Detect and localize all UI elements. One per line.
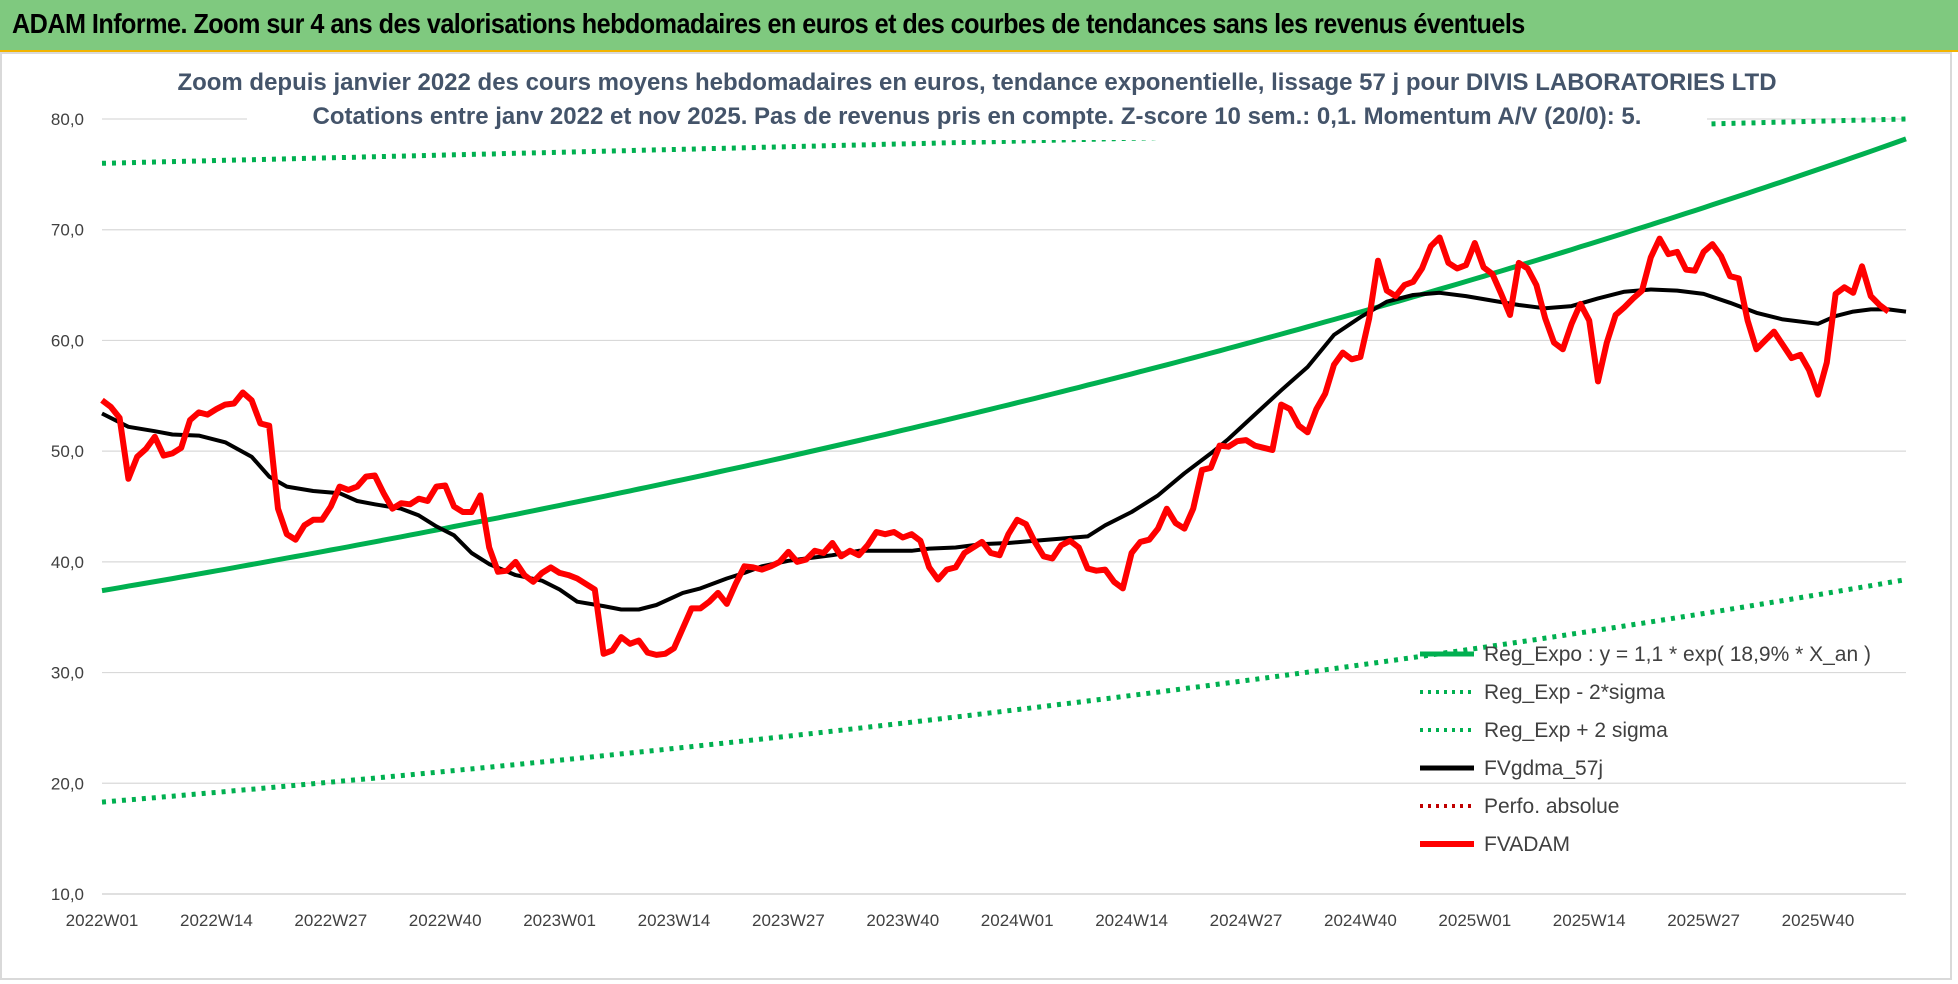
x-tick-label: 2022W27 (294, 911, 367, 930)
series-layer (100, 62, 1907, 805)
legend-price-label: FVADAM (1484, 833, 1570, 856)
x-tick-label: 2025W40 (1782, 911, 1855, 930)
chart-frame: 10,0 20,0 30,0 40,0 50,0 60,0 70,0 80,0 2022W01… (0, 52, 1952, 980)
chart-subtitle: Cotations entre janv 2022 et nov 2025. P… (313, 103, 1642, 130)
x-tick-label: 2025W27 (1667, 911, 1740, 930)
legend-upper-band-label: Reg_Exp + 2 sigma (1484, 719, 1668, 742)
x-tick-label: 2024W01 (981, 911, 1054, 930)
report-banner: ADAM Informe. Zoom sur 4 ans des valoris… (0, 0, 1958, 52)
grid-lines (102, 118, 1906, 895)
chart-legend: Reg_Expo : y = 1,1 * exp( 18,9% * X_an )… (1420, 643, 1871, 856)
y-tick-label: 30,0 (51, 664, 84, 683)
x-axis: 2022W01 2022W14 2022W27 2022W40 2023W01 2023W… (66, 893, 1906, 930)
y-axis: 10,0 20,0 30,0 40,0 50,0 60,0 70,0 80,0 (51, 110, 84, 904)
x-tick-label: 2022W14 (180, 911, 253, 930)
x-tick-label: 2023W40 (866, 911, 939, 930)
legend-moving-average-label: FVgdma_57j (1484, 757, 1603, 780)
report-title: ADAM Informe. Zoom sur 4 ans des valoris… (12, 8, 1525, 39)
price-trend-chart: 10,0 20,0 30,0 40,0 50,0 60,0 70,0 80,0 2022W01… (51, 62, 1907, 930)
y-tick-label: 60,0 (51, 331, 84, 350)
y-tick-label: 50,0 (51, 442, 84, 461)
legend-perf-label: Perfo. absolue (1484, 795, 1619, 818)
x-tick-label: 2022W01 (66, 911, 139, 930)
x-tick-label: 2023W14 (638, 911, 711, 930)
x-tick-label: 2024W40 (1324, 911, 1397, 930)
legend-trend-label: Reg_Expo : y = 1,1 * exp( 18,9% * X_an ) (1484, 643, 1871, 666)
y-tick-label: 40,0 (51, 553, 84, 572)
price-line (100, 234, 1891, 658)
y-tick-label: 80,0 (51, 110, 84, 129)
lower-band-line (101, 577, 1907, 805)
title-background (247, 62, 1707, 140)
x-tick-label: 2022W40 (409, 911, 482, 930)
x-tick-label: 2025W01 (1438, 911, 1511, 930)
x-tick-label: 2024W14 (1095, 911, 1168, 930)
x-tick-label: 2024W27 (1210, 911, 1283, 930)
y-tick-label: 10,0 (51, 885, 84, 904)
x-tick-label: 2025W14 (1553, 911, 1626, 930)
legend-lower-band-label: Reg_Exp - 2*sigma (1484, 681, 1665, 704)
x-tick-label: 2023W01 (523, 911, 596, 930)
chart-title: Zoom depuis janvier 2022 des cours moyen… (177, 69, 1776, 96)
trend-line (101, 136, 1907, 594)
y-tick-label: 20,0 (51, 774, 84, 793)
moving-average-line (101, 287, 1907, 612)
y-tick-label: 70,0 (51, 221, 84, 240)
x-tick-label: 2023W27 (752, 911, 825, 930)
